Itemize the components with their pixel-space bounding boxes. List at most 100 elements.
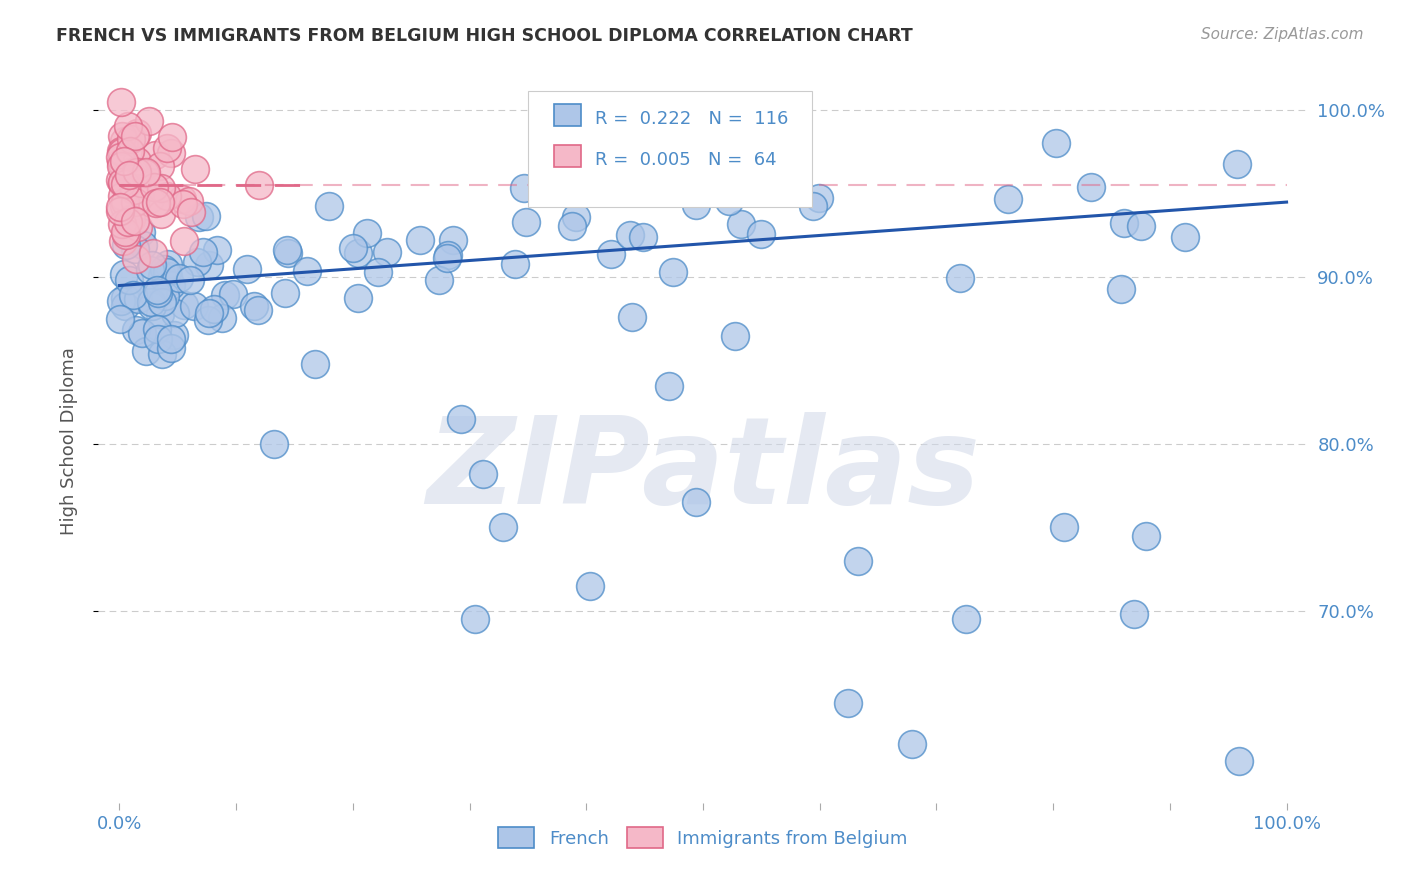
Point [194, 210, 217, 224]
Point [114, 178, 136, 192]
Point [450, 412, 472, 426]
Point [111, 128, 134, 143]
Point [142, 286, 165, 301]
Point [117, 119, 139, 133]
Point [997, 192, 1019, 206]
Point [631, 230, 654, 244]
Point [131, 176, 153, 190]
Point [837, 696, 859, 710]
Point [139, 262, 162, 277]
Point [120, 211, 142, 226]
Point [141, 258, 163, 272]
Point [141, 295, 163, 310]
Point [127, 292, 149, 306]
Point [160, 332, 183, 346]
Point [620, 310, 643, 324]
Point [132, 238, 155, 252]
Point [135, 165, 157, 179]
Point [145, 321, 167, 335]
Point [561, 219, 583, 234]
Point [160, 130, 183, 145]
Point [110, 144, 132, 158]
FancyBboxPatch shape [554, 103, 581, 126]
Point [167, 271, 190, 285]
Point [1080, 180, 1102, 194]
Point [599, 246, 621, 260]
Point [165, 305, 187, 319]
Point [211, 310, 233, 325]
Point [801, 199, 824, 213]
Point [172, 197, 194, 211]
Point [124, 242, 146, 256]
Point [148, 332, 170, 346]
Point [156, 269, 179, 284]
Point [112, 199, 135, 213]
Y-axis label: High School Diploma: High School Diploma [59, 348, 77, 535]
Point [112, 267, 135, 281]
Point [1045, 136, 1067, 150]
Point [1109, 282, 1132, 296]
Point [356, 226, 378, 240]
Point [846, 554, 869, 568]
Point [114, 225, 136, 239]
Point [125, 153, 148, 168]
Point [409, 233, 432, 247]
Point [125, 126, 148, 140]
Point [108, 201, 131, 215]
Point [214, 288, 236, 302]
Point [202, 301, 225, 316]
Point [464, 612, 486, 626]
Text: R =  0.005   N =  64: R = 0.005 N = 64 [595, 151, 778, 169]
Point [177, 194, 200, 208]
Point [515, 215, 537, 229]
Point [718, 194, 741, 208]
Point [149, 307, 172, 321]
Point [157, 257, 180, 271]
Point [160, 341, 183, 355]
Point [347, 292, 370, 306]
Point [156, 141, 179, 155]
Point [263, 437, 285, 451]
Point [150, 207, 173, 221]
Point [127, 219, 149, 234]
Point [295, 264, 318, 278]
Point [124, 128, 146, 143]
Point [437, 248, 460, 262]
Point [141, 299, 163, 313]
Point [949, 271, 972, 285]
Point [188, 210, 211, 224]
Point [578, 579, 600, 593]
Point [152, 294, 174, 309]
Point [153, 288, 176, 302]
Point [118, 273, 141, 287]
Point [124, 195, 146, 210]
Point [112, 158, 135, 172]
Point [152, 262, 174, 277]
Point [808, 191, 831, 205]
Point [160, 277, 183, 292]
Point [110, 95, 132, 109]
Point [901, 738, 924, 752]
Point [110, 203, 132, 218]
Point [955, 612, 977, 626]
Point [1122, 607, 1144, 622]
Point [198, 258, 221, 272]
Point [662, 264, 685, 278]
Point [131, 326, 153, 340]
Point [685, 197, 707, 211]
Point [156, 189, 179, 203]
Point [318, 199, 340, 213]
Point [114, 194, 136, 209]
Point [114, 299, 136, 313]
Point [492, 520, 515, 534]
Point [243, 299, 266, 313]
Point [180, 205, 202, 219]
Point [1135, 529, 1157, 543]
Point [149, 159, 172, 173]
Point [730, 217, 752, 231]
Point [111, 217, 134, 231]
Point [125, 165, 148, 179]
Point [436, 251, 458, 265]
Point [512, 181, 534, 195]
Legend: French, Immigrants from Belgium: French, Immigrants from Belgium [491, 820, 915, 855]
